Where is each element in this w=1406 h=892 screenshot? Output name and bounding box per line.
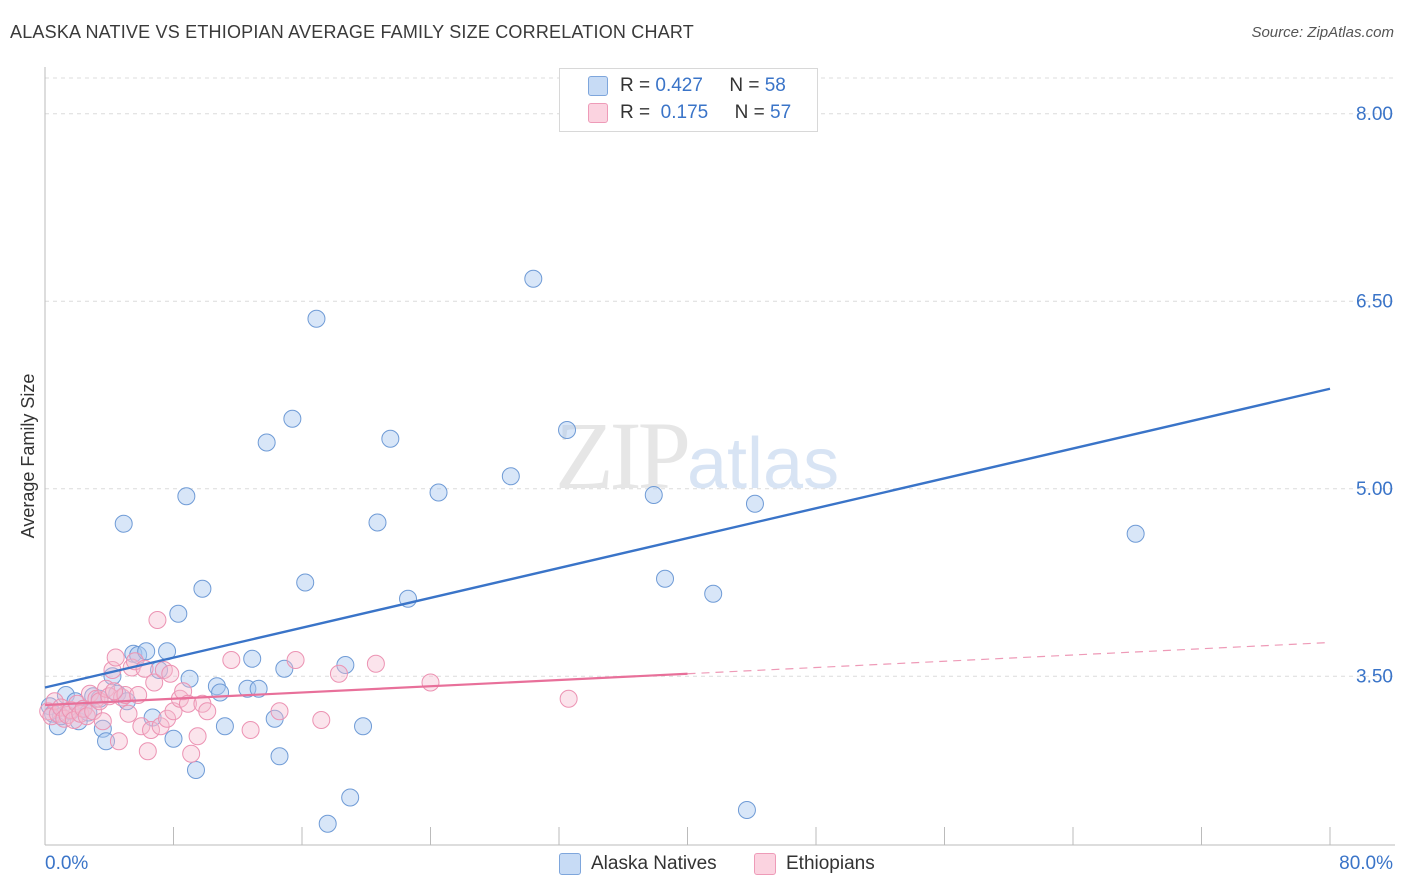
trendline-ethiopian bbox=[44, 672, 688, 707]
x-tick-label-max: 80.0% bbox=[1339, 853, 1393, 874]
point-alaska-native bbox=[745, 494, 764, 513]
bottom-legend-swatch-alaska bbox=[559, 853, 581, 875]
legend: R = 0.427 N = 58 R = 0.175 N = 57 bbox=[559, 68, 818, 132]
point-ethiopian bbox=[145, 673, 164, 692]
y-axis-label: Average Family Size bbox=[18, 374, 38, 539]
point-alaska-native bbox=[524, 269, 543, 288]
watermark: ZIPatlas bbox=[555, 400, 839, 511]
point-ethiopian bbox=[142, 721, 161, 739]
point-ethiopian bbox=[100, 687, 119, 706]
point-alaska-native bbox=[169, 604, 188, 623]
point-alaska-native bbox=[249, 679, 268, 698]
point-alaska-native bbox=[257, 433, 276, 452]
point-alaska-native bbox=[318, 814, 337, 833]
point-ethiopian bbox=[198, 702, 217, 721]
point-alaska-native bbox=[429, 483, 448, 502]
point-alaska-native bbox=[354, 717, 373, 736]
legend-text-ethiopian: R = 0.175 N = 57 bbox=[620, 101, 791, 125]
point-alaska-native bbox=[381, 429, 400, 448]
point-ethiopian bbox=[366, 654, 385, 673]
point-ethiopian bbox=[138, 742, 157, 761]
bottom-legend-label-alaska: Alaska Natives bbox=[591, 853, 717, 874]
point-ethiopian bbox=[106, 648, 125, 667]
point-alaska-native bbox=[114, 514, 133, 533]
point-ethiopian bbox=[158, 709, 177, 728]
point-ethiopian bbox=[151, 717, 170, 736]
point-alaska-native bbox=[164, 729, 183, 748]
y-tick-label: 5.00 bbox=[1356, 479, 1393, 500]
legend-text-alaska: R = 0.427 N = 58 bbox=[620, 74, 786, 98]
point-ethiopian bbox=[421, 673, 440, 692]
point-ethiopian bbox=[148, 611, 167, 629]
point-ethiopian bbox=[312, 711, 331, 729]
point-ethiopian bbox=[178, 694, 197, 713]
point-ethiopian bbox=[109, 732, 128, 751]
point-alaska-native bbox=[186, 761, 205, 779]
point-ethiopian bbox=[119, 704, 138, 723]
point-alaska-native bbox=[270, 747, 289, 766]
point-ethiopian bbox=[182, 744, 201, 763]
point-alaska-native bbox=[1126, 524, 1145, 543]
point-ethiopian bbox=[270, 702, 289, 721]
legend-n-value: 58 bbox=[764, 75, 786, 96]
point-ethiopian bbox=[116, 686, 135, 704]
point-ethiopian bbox=[241, 721, 260, 739]
point-alaska-native bbox=[97, 732, 116, 751]
point-alaska-native bbox=[307, 309, 326, 328]
trendline-alaska-native bbox=[44, 387, 1331, 689]
legend-swatch-alaska bbox=[588, 76, 608, 96]
watermark-atlas: atlas bbox=[687, 424, 840, 504]
bottom-legend-label-ethiopian: Ethiopians bbox=[786, 853, 875, 874]
point-alaska-native bbox=[193, 579, 212, 598]
x-tick-label-min: 0.0% bbox=[45, 853, 88, 874]
point-alaska-native bbox=[558, 421, 577, 439]
point-ethiopian bbox=[188, 727, 207, 746]
point-ethiopian bbox=[559, 689, 578, 708]
legend-r-label: R = bbox=[620, 102, 651, 123]
point-alaska-native bbox=[737, 801, 756, 819]
point-alaska-native bbox=[177, 487, 196, 506]
point-ethiopian bbox=[286, 651, 305, 669]
legend-r-value: 0.175 bbox=[660, 102, 709, 123]
point-alaska-native bbox=[211, 683, 230, 702]
point-alaska-native bbox=[644, 486, 663, 504]
point-ethiopian bbox=[93, 712, 112, 731]
watermark-zip: ZIP bbox=[555, 402, 691, 509]
point-alaska-native bbox=[501, 467, 520, 486]
point-alaska-native bbox=[283, 409, 302, 428]
y-tick-label: 8.00 bbox=[1356, 104, 1393, 125]
point-alaska-native bbox=[243, 649, 262, 668]
point-alaska-native bbox=[656, 569, 675, 588]
legend-r-label: R = bbox=[620, 75, 651, 96]
point-ethiopian bbox=[222, 651, 241, 669]
y-tick-label: 3.50 bbox=[1356, 666, 1393, 687]
point-ethiopian bbox=[105, 682, 124, 701]
point-ethiopian bbox=[132, 717, 151, 736]
legend-n-label: N = bbox=[734, 102, 765, 123]
point-alaska-native bbox=[215, 717, 234, 736]
point-alaska-native bbox=[704, 584, 723, 603]
chart-title: ALASKA NATIVE VS ETHIOPIAN AVERAGE FAMIL… bbox=[10, 22, 694, 42]
legend-r-value: 0.427 bbox=[655, 75, 703, 96]
source-label: Source: ZipAtlas.com bbox=[1251, 24, 1394, 41]
point-ethiopian bbox=[161, 664, 180, 683]
bottom-legend-swatch-ethiopian bbox=[754, 853, 776, 875]
point-alaska-native bbox=[296, 573, 315, 592]
point-alaska-native bbox=[368, 513, 387, 532]
y-tick-label: 6.50 bbox=[1356, 291, 1393, 312]
point-ethiopian bbox=[329, 664, 348, 683]
legend-n-value: 57 bbox=[770, 102, 792, 123]
legend-n-label: N = bbox=[729, 75, 760, 96]
point-alaska-native bbox=[137, 642, 156, 661]
point-alaska-native bbox=[341, 788, 360, 807]
trendline-ethiopian-extrapolated bbox=[687, 641, 1331, 675]
legend-swatch-ethiopian bbox=[588, 103, 608, 123]
